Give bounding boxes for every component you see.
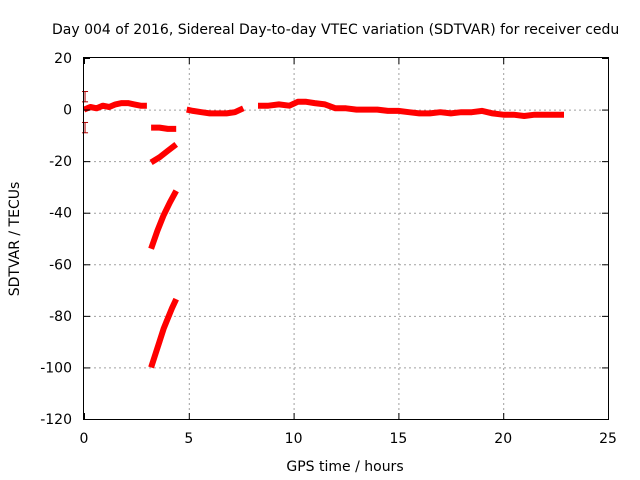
series-sdtvar — [82, 98, 564, 369]
x-axis-label: GPS time / hours — [286, 459, 403, 475]
series-segment-5 — [148, 297, 179, 369]
x-tick-labels: 0 5 10 15 20 25 — [80, 431, 617, 447]
y-tick-label: -80 — [49, 309, 72, 325]
series-segment-2 — [151, 124, 177, 132]
y-tick-labels: -120 -100 -80 -60 -40 -20 0 20 — [40, 51, 72, 428]
plot-frame — [83, 57, 609, 420]
y-tick-label: -20 — [49, 154, 72, 170]
y-tick-label: -40 — [49, 206, 72, 222]
y-axis-label: SDTVAR / TECUs — [7, 182, 23, 297]
grid-lines — [84, 58, 608, 419]
x-tick-label: 25 — [599, 431, 617, 447]
y-tick-label: 20 — [54, 51, 72, 67]
axis-ticks — [84, 58, 609, 420]
x-tick-label: 15 — [389, 431, 407, 447]
y-tick-label: 0 — [63, 103, 72, 119]
y-tick-label: -100 — [40, 360, 72, 376]
error-bars — [82, 91, 89, 134]
series-segment-1 — [82, 100, 147, 113]
error-bar-1 — [82, 91, 89, 103]
series-segment-7 — [258, 98, 564, 119]
x-tick-label: 5 — [184, 431, 193, 447]
chart-title: Day 004 of 2016, Sidereal Day-to-day VTE… — [52, 22, 619, 38]
x-tick-label: 0 — [80, 431, 89, 447]
y-tick-label: -120 — [40, 412, 72, 428]
series-segment-3 — [149, 142, 179, 165]
x-tick-label: 10 — [285, 431, 303, 447]
x-tick-label: 20 — [494, 431, 512, 447]
error-bar-2 — [82, 121, 89, 134]
series-segment-4 — [148, 189, 179, 250]
series-segment-6 — [186, 105, 245, 117]
y-tick-label: -60 — [49, 257, 72, 273]
